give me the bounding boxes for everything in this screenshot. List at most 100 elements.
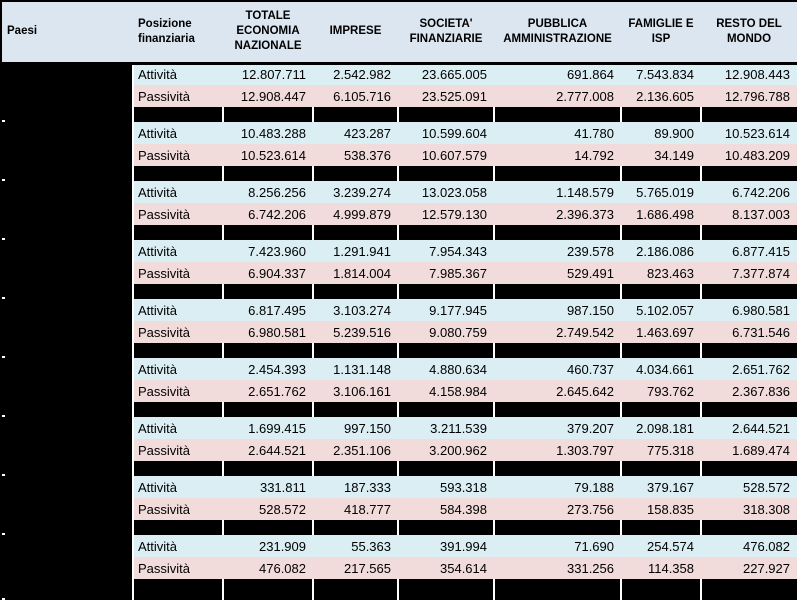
separator-row — [1, 107, 797, 122]
value-cell: 6.980.581 — [701, 299, 797, 321]
redacted-country-cell — [1, 439, 133, 461]
separator-cell — [312, 402, 398, 417]
value-cell: 331.811 — [223, 476, 313, 498]
redacted-country-cell — [1, 402, 133, 417]
value-cell: 538.376 — [313, 144, 398, 166]
row-label: Passività — [132, 557, 223, 579]
separator-cell — [222, 166, 313, 181]
value-cell: 6.742.206 — [701, 181, 797, 203]
separator-cell — [312, 579, 398, 600]
passivita-row: Passività 2.651.762 3.106.161 4.158.984 2.64… — [1, 380, 797, 402]
separator-row — [1, 284, 797, 299]
value-cell: 9.177.945 — [398, 299, 494, 321]
value-cell: 6.742.206 — [223, 203, 313, 225]
value-cell: 1.303.797 — [494, 439, 621, 461]
separator-cell — [222, 461, 313, 476]
value-cell: 2.136.605 — [621, 85, 701, 107]
value-cell: 7.377.874 — [701, 262, 797, 284]
row-label: Attività — [132, 181, 223, 203]
value-cell: 3.239.274 — [313, 181, 398, 203]
value-cell: 418.777 — [313, 498, 398, 520]
redacted-country-cell — [1, 122, 133, 144]
redacted-country-cell — [1, 343, 133, 358]
redacted-country-cell — [1, 321, 133, 343]
redacted-country-cell — [1, 240, 133, 262]
value-cell: 1.814.004 — [313, 262, 398, 284]
value-cell: 10.599.604 — [398, 122, 494, 144]
separator-cell — [132, 107, 223, 122]
value-cell: 79.188 — [494, 476, 621, 498]
passivita-row: Passività 6.980.581 5.239.516 9.080.759 2.74… — [1, 321, 797, 343]
value-cell: 331.256 — [494, 557, 621, 579]
value-cell: 7.985.367 — [398, 262, 494, 284]
separator-cell — [222, 225, 313, 240]
value-cell: 1.689.474 — [701, 439, 797, 461]
row-label: Passività — [132, 262, 223, 284]
value-cell: 2.644.521 — [223, 439, 313, 461]
redacted-country-cell — [1, 417, 133, 439]
separator-cell — [312, 107, 398, 122]
value-cell: 2.454.393 — [223, 358, 313, 380]
value-cell: 89.900 — [621, 122, 701, 144]
passivita-row: Passività 476.082 217.565 354.614 331.256 114… — [1, 557, 797, 579]
separator-cell — [700, 107, 797, 122]
separator-cell — [620, 579, 701, 600]
column-header-resto-del-mondo: RESTO DEL MONDO — [701, 1, 797, 65]
passivita-row: Passività 2.644.521 2.351.106 3.200.962 1.30… — [1, 439, 797, 461]
separator-cell — [397, 520, 494, 535]
attivita-row: Attività 8.256.256 3.239.274 13.023.058 1.14… — [1, 181, 797, 203]
value-cell: 7.954.343 — [398, 240, 494, 262]
value-cell: 391.994 — [398, 535, 494, 557]
redacted-country-cell — [1, 166, 133, 181]
value-cell: 6.980.581 — [223, 321, 313, 343]
separator-cell — [700, 461, 797, 476]
value-cell: 476.082 — [701, 535, 797, 557]
value-cell: 584.398 — [398, 498, 494, 520]
separator-cell — [493, 520, 621, 535]
passivita-row: Passività 6.742.206 4.999.879 12.579.130 2.3… — [1, 203, 797, 225]
value-cell: 379.167 — [621, 476, 701, 498]
redacted-country-cell — [1, 461, 133, 476]
separator-cell — [132, 343, 223, 358]
redacted-country-cell — [1, 203, 133, 225]
separator-row — [1, 225, 797, 240]
column-header-totale-economia-nazionale: TOTALE ECONOMIA NAZIONALE — [223, 1, 313, 65]
value-cell: 10.523.614 — [223, 144, 313, 166]
row-label: Attività — [132, 535, 223, 557]
column-header-societa-finanziarie: SOCIETA' FINANZIARIE — [398, 1, 494, 65]
value-cell: 1.291.941 — [313, 240, 398, 262]
value-cell: 4.158.984 — [398, 380, 494, 402]
passivita-row: Passività 12.908.447 6.105.716 23.525.091 2.… — [1, 85, 797, 107]
separator-cell — [620, 166, 701, 181]
value-cell: 8.137.003 — [701, 203, 797, 225]
attivita-row: Attività 2.454.393 1.131.148 4.880.634 460.7… — [1, 358, 797, 380]
value-cell: 217.565 — [313, 557, 398, 579]
separator-cell — [700, 520, 797, 535]
row-label: Passività — [132, 203, 223, 225]
separator-cell — [312, 166, 398, 181]
value-cell: 71.690 — [494, 535, 621, 557]
redacted-country-cell — [1, 262, 133, 284]
redacted-country-cell — [1, 380, 133, 402]
separator-cell — [312, 284, 398, 299]
redacted-country-cell — [1, 476, 133, 498]
value-cell: 7.423.960 — [223, 240, 313, 262]
redacted-country-cell — [1, 299, 133, 321]
table-header: Paesi Posizione finanziaria TOTALE ECONO… — [1, 1, 797, 65]
value-cell: 2.777.008 — [494, 85, 621, 107]
separator-cell — [620, 520, 701, 535]
separator-cell — [222, 284, 313, 299]
row-label: Passività — [132, 439, 223, 461]
separator-cell — [620, 343, 701, 358]
value-cell: 2.644.521 — [701, 417, 797, 439]
separator-cell — [397, 343, 494, 358]
value-cell: 23.525.091 — [398, 85, 494, 107]
separator-cell — [620, 402, 701, 417]
value-cell: 593.318 — [398, 476, 494, 498]
value-cell: 6.904.337 — [223, 262, 313, 284]
value-cell: 2.351.106 — [313, 439, 398, 461]
separator-cell — [620, 461, 701, 476]
attivita-row: Attività 12.807.711 2.542.982 23.665.005 691… — [1, 63, 797, 85]
value-cell: 10.483.288 — [223, 122, 313, 144]
